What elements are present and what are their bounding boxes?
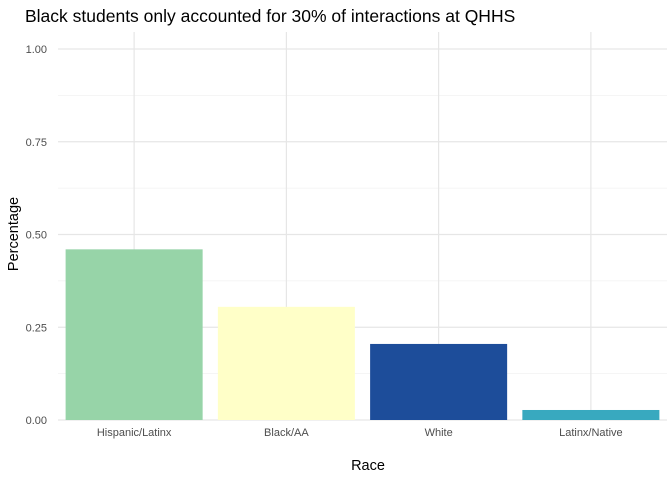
y-tick-label: 0.25 bbox=[26, 322, 47, 334]
x-tick-label: White bbox=[425, 427, 453, 439]
bar-black-aa bbox=[217, 306, 355, 420]
y-tick-label: 0.75 bbox=[26, 137, 47, 149]
y-axis-title: Percentage bbox=[6, 197, 22, 271]
y-tick-label: 0.50 bbox=[26, 230, 47, 242]
y-tick-label: 0.00 bbox=[26, 415, 47, 427]
y-tick-label: 1.00 bbox=[26, 44, 47, 56]
bars bbox=[65, 249, 660, 420]
bar-hispanic-latinx bbox=[65, 249, 203, 420]
x-tick-labels: Hispanic/Latinx Black/AA White Latinx/Nativ… bbox=[97, 427, 623, 439]
y-tick-labels: 0.00 0.25 0.50 0.75 1.00 bbox=[26, 44, 47, 427]
bar-white bbox=[370, 343, 508, 420]
bar-latinx-native bbox=[522, 409, 660, 420]
chart-title: Black students only accounted for 30% of… bbox=[25, 6, 515, 26]
x-tick-label: Hispanic/Latinx bbox=[97, 427, 172, 439]
x-axis-title: Race bbox=[351, 458, 385, 474]
x-tick-label: Latinx/Native bbox=[559, 427, 623, 439]
x-tick-label: Black/AA bbox=[264, 427, 309, 439]
